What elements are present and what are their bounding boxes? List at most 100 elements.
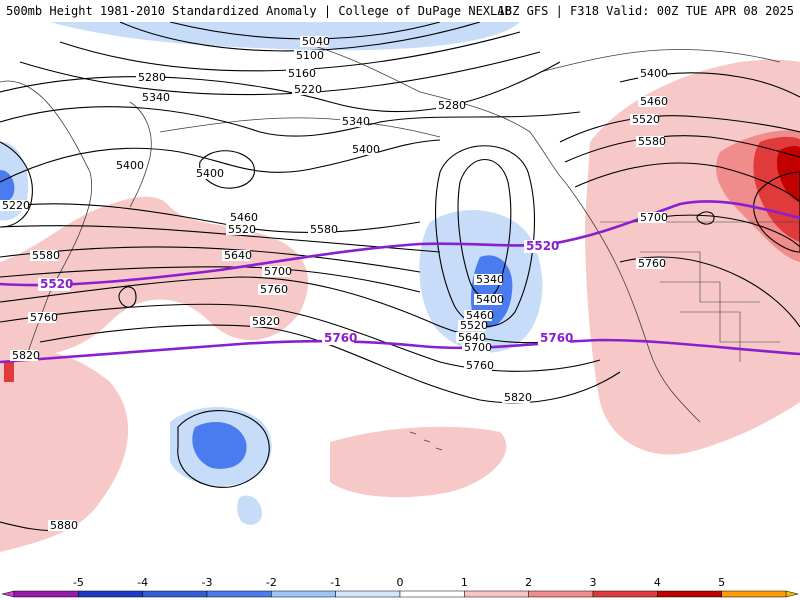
contour-5520-highlight (0, 200, 800, 287)
contour-label: 5820 (252, 315, 280, 328)
colorbar-swatch (464, 590, 529, 598)
colorbar-swatch (399, 590, 465, 598)
contour-label: 5580 (32, 249, 60, 262)
highlight-contour-labels: 5520 5520 5760 5760 (38, 239, 573, 345)
contour-label: 5280 (438, 99, 466, 112)
colorbar-swatch (206, 590, 272, 598)
coast-asia (0, 80, 93, 353)
contour-5220-north (19, 51, 541, 96)
coast-canada-north (539, 49, 781, 73)
anomaly-pos-southwest (0, 348, 129, 552)
anomaly-pos-west-dot (4, 362, 14, 382)
contour-east-5460 (559, 115, 800, 143)
anomaly-pos-east (585, 59, 800, 455)
highlight-label: 5760 (540, 331, 573, 345)
coast-kamchatka (129, 101, 152, 208)
colorbar-swatch (335, 590, 401, 598)
contour-label: 5700 (464, 341, 492, 354)
contour-small-high (696, 211, 715, 225)
contour-labels: 5040 5100 5160 5220 5280 5340 5280 5340 … (0, 35, 668, 532)
colorbar-tick-label: 2 (525, 576, 532, 589)
contour-label: 5700 (264, 265, 292, 278)
map-title: 500mb Height 1981-2010 Standardized Anom… (6, 4, 512, 18)
colorbar-swatch (528, 590, 594, 598)
coast-aleutians (159, 117, 441, 138)
anomaly-map: 5040 5100 5160 5220 5280 5340 5280 5340 … (0, 22, 800, 574)
contour-label: 5640 (224, 249, 252, 262)
border-state-1 (640, 251, 760, 303)
coast-hawaii (409, 431, 443, 451)
anomaly-neg-northwest-strong (0, 170, 15, 202)
map-header: 500mb Height 1981-2010 Standardized Anom… (0, 0, 800, 22)
contour-label: 5220 (2, 199, 30, 212)
colorbar-ticks: -5 -4 -3 -2 -1 0 1 2 3 4 5 (73, 576, 725, 589)
colorbar-swatch (592, 590, 658, 598)
colorbar-tick-label: -4 (137, 576, 148, 589)
contour-label: 5460 (230, 211, 258, 224)
colorbar-swatch (13, 590, 79, 598)
highlight-label: 5760 (324, 331, 357, 345)
anomaly-neg-south-small (237, 495, 262, 525)
colorbar-tick-label: 1 (461, 576, 468, 589)
colorbar-swatch (271, 590, 336, 598)
colorbar-tick-label: -1 (330, 576, 341, 589)
contour-east-5520 (564, 135, 800, 163)
contour-label: 5520 (228, 223, 256, 236)
contour-5280-north (0, 61, 561, 113)
colorbar-tick-label: 0 (397, 576, 404, 589)
contour-label: 5640 (458, 331, 486, 344)
contour-5400-west (0, 139, 441, 183)
contour-label: 5340 (142, 91, 170, 104)
contour-label: 5760 (260, 283, 288, 296)
contour-west-5220 (0, 141, 33, 228)
colorbar-tick-label: 4 (654, 576, 661, 589)
highlight-label: 5520 (526, 239, 559, 253)
contour-label: 5580 (310, 223, 338, 236)
colorbar-swatch (142, 590, 208, 598)
height-contours (0, 22, 800, 531)
contour-label: 5580 (638, 135, 666, 148)
contour-label: 5880 (50, 519, 78, 532)
highlight-contours (0, 200, 800, 364)
contour-trough-5400 (435, 145, 535, 327)
anomaly-colorbar: -5 -4 -3 -2 -1 0 1 2 3 4 5 (0, 574, 800, 600)
contour-label: 5040 (302, 35, 330, 48)
contour-5760 (0, 303, 601, 372)
contour-label: 5280 (138, 71, 166, 84)
contour-label: 5400 (640, 67, 668, 80)
contour-label: 5760 (638, 257, 666, 270)
contour-high-east (753, 171, 800, 253)
colorbar-swatch (721, 590, 787, 598)
colorbar-tick-label: -3 (202, 576, 213, 589)
colorbar-swatch (657, 590, 722, 598)
coastlines (0, 41, 781, 451)
contour-label: 5760 (466, 359, 494, 372)
anomaly-pos-central-south (330, 426, 507, 498)
anomaly-neg-south-strong (192, 422, 247, 469)
colorbar-swatch (78, 590, 143, 598)
contour-5760-highlight (0, 338, 800, 364)
contour-label: 5520 (632, 113, 660, 126)
highlight-label: 5520 (40, 277, 73, 291)
contour-5580 (0, 246, 421, 273)
contour-5160 (59, 31, 521, 72)
anomaly-pos-west (0, 196, 309, 356)
contour-label: 5460 (466, 309, 494, 322)
contour-label: 5340 (476, 273, 504, 286)
contour-label: 5520 (460, 319, 488, 332)
contour-south-low (177, 410, 270, 488)
contour-west-small (118, 286, 137, 308)
contour-label: 5460 (640, 95, 668, 108)
contour-label: 5400 (476, 293, 504, 306)
colorbar-tick-label: -5 (73, 576, 84, 589)
contour-label: 5820 (12, 349, 40, 362)
colorbar-tick-label: 5 (718, 576, 725, 589)
colorbar-tick-label: -2 (266, 576, 277, 589)
contour-5820-south (39, 324, 621, 404)
contour-label: 5400 (352, 143, 380, 156)
coast-north-america (564, 181, 701, 423)
contour-east-5760 (619, 256, 800, 328)
contour-label: 5700 (640, 211, 668, 224)
contour-east-5580 (574, 162, 800, 203)
contour-label: 5160 (288, 67, 316, 80)
